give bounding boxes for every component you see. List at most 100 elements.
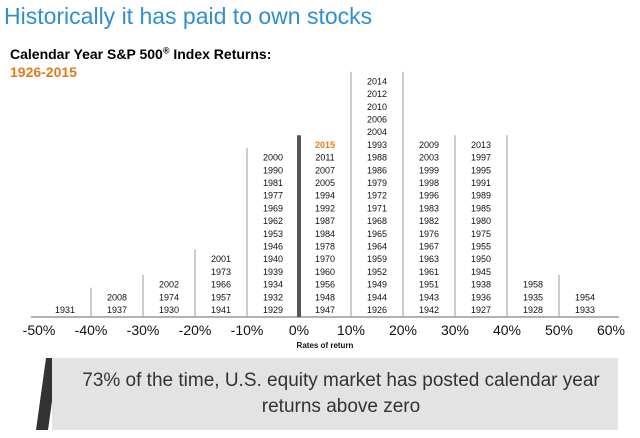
year-label: 1926 bbox=[367, 305, 387, 315]
year-label: 1964 bbox=[367, 242, 387, 252]
year-label: 1939 bbox=[263, 267, 283, 277]
year-label: 2007 bbox=[315, 165, 335, 175]
year-label: 1953 bbox=[263, 229, 283, 239]
year-label: 1960 bbox=[315, 267, 335, 277]
year-label: 1958 bbox=[523, 280, 543, 290]
year-label: 1948 bbox=[315, 292, 335, 302]
headline: Historically it has paid to own stocks bbox=[4, 3, 373, 29]
year-label: 1990 bbox=[263, 165, 283, 175]
year-label: 1940 bbox=[263, 254, 283, 264]
x-tick-label: 60% bbox=[597, 322, 625, 338]
year-label: 2003 bbox=[419, 153, 439, 163]
year-label: 2011 bbox=[315, 153, 334, 163]
year-label: 1989 bbox=[471, 191, 491, 201]
year-label: 2012 bbox=[367, 89, 387, 99]
year-label: 1928 bbox=[523, 305, 543, 315]
year-label: 1974 bbox=[159, 292, 179, 302]
year-label: 1947 bbox=[315, 305, 335, 315]
year-label: 2001 bbox=[211, 254, 231, 264]
year-label: 1986 bbox=[367, 165, 387, 175]
year-label: 1976 bbox=[419, 229, 439, 239]
chart-subtitle: 1926-2015 bbox=[10, 64, 77, 80]
year-label: 1972 bbox=[367, 191, 387, 201]
footer-text: 73% of the time, U.S. equity market has … bbox=[82, 370, 600, 417]
year-label: 1934 bbox=[263, 280, 283, 290]
year-label: 1977 bbox=[263, 191, 283, 201]
year-label: 1936 bbox=[471, 292, 491, 302]
x-tick-label: 30% bbox=[441, 322, 469, 338]
year-label: 1973 bbox=[211, 267, 231, 277]
registered-mark: ® bbox=[162, 45, 170, 55]
year-label: 1968 bbox=[367, 216, 387, 226]
year-label: 1951 bbox=[419, 280, 439, 290]
year-label: 1959 bbox=[367, 254, 387, 264]
year-label: 1999 bbox=[419, 165, 439, 175]
year-label: 1969 bbox=[263, 203, 283, 213]
year-label: 1998 bbox=[419, 178, 439, 188]
year-label: 1930 bbox=[159, 305, 179, 315]
year-label: 1988 bbox=[367, 153, 387, 163]
year-label: 1997 bbox=[471, 153, 491, 163]
year-label: 1929 bbox=[263, 305, 283, 315]
year-label: 1955 bbox=[471, 242, 491, 252]
x-tick-label: -40% bbox=[75, 322, 108, 338]
returns-histogram: 1931 1937 2008 1930 1974 2002 1941 1957 1966 1973… bbox=[23, 71, 625, 350]
year-label: 1982 bbox=[419, 216, 439, 226]
year-label: 1987 bbox=[315, 216, 335, 226]
chart-title-text: Calendar Year S&P 500® Index Returns: bbox=[10, 45, 272, 62]
year-label: 1952 bbox=[367, 267, 387, 277]
year-label: 1996 bbox=[419, 191, 439, 201]
year-label: 1983 bbox=[419, 203, 439, 213]
year-label: 1970 bbox=[315, 254, 335, 264]
year-label: 1995 bbox=[471, 165, 491, 175]
year-label: 1993 bbox=[367, 140, 387, 150]
year-label: 2005 bbox=[315, 178, 335, 188]
year-label: 1975 bbox=[471, 229, 491, 239]
year-label: 1967 bbox=[419, 242, 439, 252]
year-label: 1979 bbox=[367, 178, 387, 188]
year-label: 1935 bbox=[523, 292, 543, 302]
year-label: 1985 bbox=[471, 203, 491, 213]
highlight-year-label: 2015 bbox=[315, 140, 335, 150]
year-label: 1956 bbox=[315, 280, 335, 290]
year-label: 1980 bbox=[471, 216, 491, 226]
year-label: 1933 bbox=[575, 305, 595, 315]
year-label: 1966 bbox=[211, 280, 231, 290]
x-tick-label: 0% bbox=[289, 322, 309, 338]
year-label: 1950 bbox=[471, 254, 491, 264]
year-label: 1963 bbox=[419, 254, 439, 264]
x-tick-label: -20% bbox=[179, 322, 212, 338]
year-label: 1942 bbox=[419, 305, 439, 315]
year-label: 1981 bbox=[263, 178, 283, 188]
year-label: 2010 bbox=[367, 102, 387, 112]
year-label: 1962 bbox=[263, 216, 283, 226]
year-label: 1944 bbox=[367, 292, 387, 302]
year-label: 1965 bbox=[367, 229, 387, 239]
x-axis-label: Rates of return bbox=[297, 341, 354, 350]
banner-background bbox=[52, 358, 618, 430]
year-label: 2000 bbox=[263, 153, 283, 163]
x-tick-label: -30% bbox=[127, 322, 160, 338]
year-label: 1945 bbox=[471, 267, 491, 277]
x-tick-label: -50% bbox=[23, 322, 56, 338]
year-label: 1938 bbox=[471, 280, 491, 290]
year-label: 1937 bbox=[107, 305, 127, 315]
year-label: 1941 bbox=[211, 305, 231, 315]
year-label: 1932 bbox=[263, 292, 283, 302]
year-label: 2014 bbox=[367, 76, 387, 86]
year-label: 2002 bbox=[159, 280, 179, 290]
x-tick-label: 10% bbox=[337, 322, 365, 338]
year-label: 1927 bbox=[471, 305, 491, 315]
footer-banner: 73% of the time, U.S. equity market has … bbox=[36, 358, 620, 430]
year-label: 1943 bbox=[419, 292, 439, 302]
year-label: 1954 bbox=[575, 292, 595, 302]
year-label: 2006 bbox=[367, 115, 387, 125]
x-tick-label: 50% bbox=[545, 322, 573, 338]
x-tick-label: 20% bbox=[389, 322, 417, 338]
year-label: 2004 bbox=[367, 127, 387, 137]
x-tick-label: -10% bbox=[231, 322, 264, 338]
year-label: 1931 bbox=[55, 305, 75, 315]
year-label: 1978 bbox=[315, 242, 335, 252]
year-label: 2008 bbox=[107, 292, 127, 302]
chart-title: Calendar Year S&P 500® Index Returns: bbox=[10, 45, 271, 62]
